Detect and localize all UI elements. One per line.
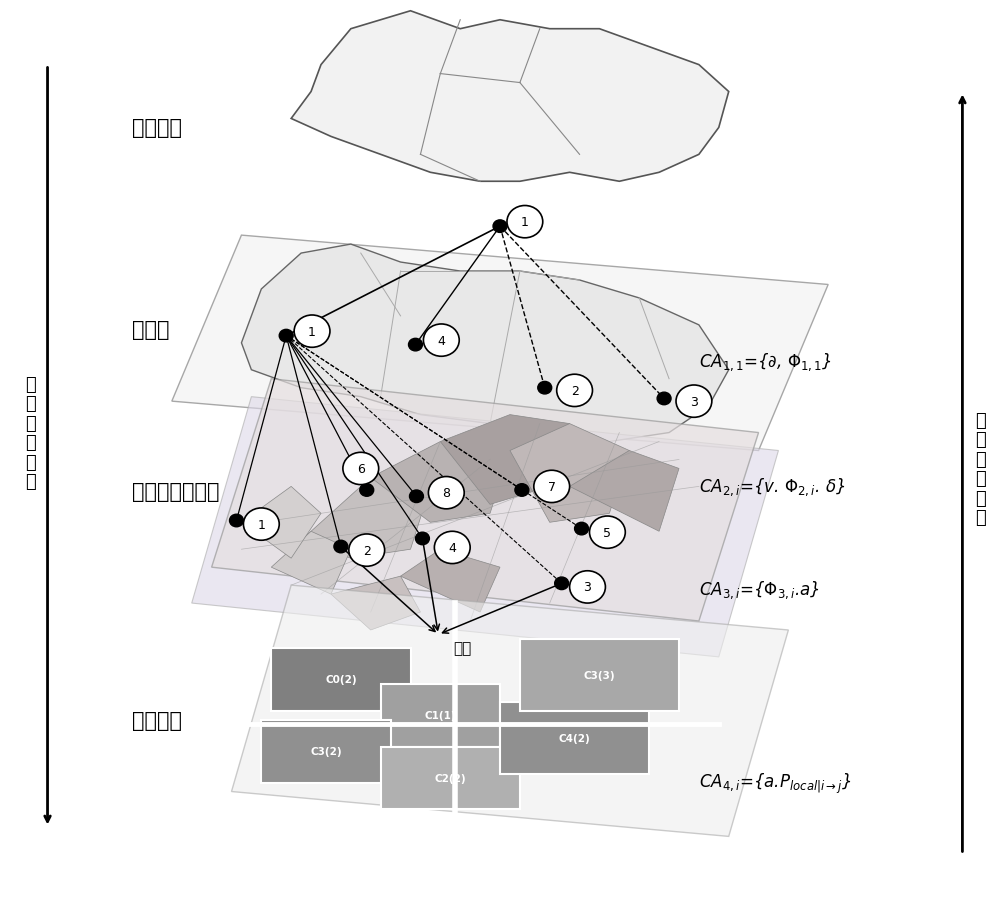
Circle shape <box>423 325 459 357</box>
Polygon shape <box>271 649 411 711</box>
Text: 街道（乡）层次: 街道（乡）层次 <box>132 482 220 502</box>
Circle shape <box>279 330 293 343</box>
Text: 1: 1 <box>257 518 265 531</box>
Text: 2: 2 <box>571 384 579 398</box>
Text: 7: 7 <box>548 481 556 493</box>
Text: 2: 2 <box>363 544 371 557</box>
Circle shape <box>493 221 507 233</box>
Circle shape <box>507 207 543 238</box>
Polygon shape <box>301 478 430 558</box>
Polygon shape <box>261 720 391 783</box>
Text: 地块层次: 地块层次 <box>132 710 182 730</box>
Circle shape <box>243 509 279 540</box>
Text: 3: 3 <box>584 581 591 594</box>
Polygon shape <box>500 702 649 774</box>
Text: 8: 8 <box>442 487 450 500</box>
Polygon shape <box>401 549 500 612</box>
Polygon shape <box>172 235 828 451</box>
Circle shape <box>409 339 422 352</box>
Text: 5: 5 <box>603 526 611 539</box>
Text: 4: 4 <box>437 335 445 347</box>
Polygon shape <box>440 415 570 505</box>
Polygon shape <box>381 747 520 810</box>
Circle shape <box>428 477 464 510</box>
Text: 1: 1 <box>521 216 529 229</box>
Text: 1: 1 <box>308 326 316 338</box>
Circle shape <box>534 471 570 503</box>
Text: CA$_{1,1}$={$\partial$, $\Phi_{1,1}$}: CA$_{1,1}$={$\partial$, $\Phi_{1,1}$} <box>699 351 832 373</box>
Text: CA$_{2,i}$={$v$. $\Phi_{2,i}$. $\delta$}: CA$_{2,i}$={$v$. $\Phi_{2,i}$. $\delta$} <box>699 476 845 498</box>
Text: C2(2): C2(2) <box>434 773 466 783</box>
Text: 4: 4 <box>448 541 456 555</box>
Circle shape <box>557 375 592 407</box>
Polygon shape <box>271 531 351 594</box>
Circle shape <box>415 532 429 545</box>
Circle shape <box>334 540 348 553</box>
Circle shape <box>434 531 470 564</box>
Circle shape <box>676 385 712 418</box>
Polygon shape <box>212 379 759 621</box>
Polygon shape <box>241 487 321 558</box>
Polygon shape <box>232 585 788 836</box>
Polygon shape <box>371 442 510 523</box>
Circle shape <box>555 577 569 590</box>
Text: C3(2): C3(2) <box>310 746 342 756</box>
Circle shape <box>410 491 423 503</box>
Polygon shape <box>291 12 729 182</box>
Polygon shape <box>331 576 420 630</box>
Polygon shape <box>241 244 729 442</box>
Circle shape <box>230 515 243 527</box>
Text: 6: 6 <box>357 463 365 475</box>
Polygon shape <box>192 397 778 658</box>
Text: C3(3): C3(3) <box>584 670 615 680</box>
Circle shape <box>343 453 379 485</box>
Text: C4(2): C4(2) <box>559 732 590 743</box>
Text: 3: 3 <box>690 395 698 409</box>
Polygon shape <box>510 424 629 523</box>
Circle shape <box>570 571 605 603</box>
Text: 市域层次: 市域层次 <box>132 118 182 138</box>
Circle shape <box>538 382 552 394</box>
Text: CA$_{4,i}$={$a$.$P_{local|i\rightarrow j}$}: CA$_{4,i}$={$a$.$P_{local|i\rightarrow j… <box>699 770 852 795</box>
Polygon shape <box>381 684 500 747</box>
Text: 区层次: 区层次 <box>132 320 170 340</box>
Text: 自
下
而
上
更
新: 自 下 而 上 更 新 <box>975 411 986 527</box>
Circle shape <box>575 523 589 535</box>
Text: 自
上
而
下
约
束: 自 上 而 下 约 束 <box>25 375 36 491</box>
Text: CA$_{3,i}$={$\Phi_{3,i}$.$a$}: CA$_{3,i}$={$\Phi_{3,i}$.$a$} <box>699 579 820 601</box>
Circle shape <box>360 484 374 497</box>
Circle shape <box>657 392 671 405</box>
Circle shape <box>349 534 385 566</box>
Polygon shape <box>570 451 679 531</box>
Circle shape <box>515 484 529 497</box>
Text: C0(2): C0(2) <box>325 675 357 685</box>
Text: C1(1): C1(1) <box>425 711 456 721</box>
Circle shape <box>590 517 625 548</box>
Circle shape <box>294 316 330 348</box>
Text: 地块: 地块 <box>453 640 471 656</box>
Polygon shape <box>520 640 679 711</box>
